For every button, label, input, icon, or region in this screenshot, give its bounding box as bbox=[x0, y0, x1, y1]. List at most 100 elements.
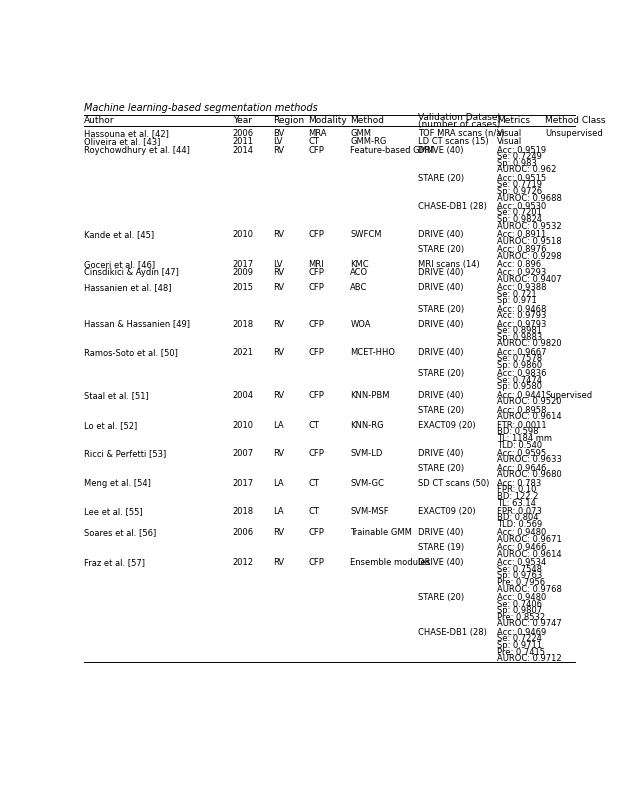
Text: DRIVE (40): DRIVE (40) bbox=[419, 391, 464, 400]
Text: 2006: 2006 bbox=[233, 528, 254, 537]
Text: Se: 0.7201: Se: 0.7201 bbox=[497, 208, 541, 218]
Text: TLD: 0.540: TLD: 0.540 bbox=[497, 440, 542, 449]
Text: Acc: 0.9388: Acc: 0.9388 bbox=[497, 283, 546, 292]
Text: Ramos-Soto et al. [50]: Ramos-Soto et al. [50] bbox=[84, 348, 178, 357]
Text: AUROC: 0.9407: AUROC: 0.9407 bbox=[497, 275, 561, 284]
Text: AUROC: 0.9633: AUROC: 0.9633 bbox=[497, 456, 561, 464]
Text: FPR: 0.073: FPR: 0.073 bbox=[497, 507, 541, 516]
Text: RV: RV bbox=[273, 320, 285, 329]
Text: Acc: 0.9515: Acc: 0.9515 bbox=[497, 174, 546, 183]
Text: CFP: CFP bbox=[308, 268, 324, 277]
Text: Trainable GMM: Trainable GMM bbox=[350, 528, 412, 537]
Text: RV: RV bbox=[273, 348, 285, 357]
Text: DRIVE (40): DRIVE (40) bbox=[419, 268, 464, 277]
Text: AUROC: 0.9712: AUROC: 0.9712 bbox=[497, 654, 561, 663]
Text: Visual: Visual bbox=[497, 137, 522, 146]
Text: Acc: 0.9793: Acc: 0.9793 bbox=[497, 320, 546, 329]
Text: RV: RV bbox=[273, 145, 285, 155]
Text: Acc: 0.9519: Acc: 0.9519 bbox=[497, 145, 546, 155]
Text: MRI: MRI bbox=[308, 260, 324, 269]
Text: Se: 0.7406: Se: 0.7406 bbox=[497, 599, 541, 609]
Text: Acc: 0.896: Acc: 0.896 bbox=[497, 260, 541, 269]
Text: AUROC: 0.9298: AUROC: 0.9298 bbox=[497, 251, 561, 261]
Text: GMM: GMM bbox=[350, 129, 371, 138]
Text: CT: CT bbox=[308, 479, 319, 488]
Text: RV: RV bbox=[273, 283, 285, 292]
Text: STARE (20): STARE (20) bbox=[419, 369, 465, 378]
Text: Lo et al. [52]: Lo et al. [52] bbox=[84, 421, 137, 429]
Text: 2018: 2018 bbox=[233, 320, 254, 329]
Text: AUROC: 0.962: AUROC: 0.962 bbox=[497, 165, 556, 175]
Text: 2017: 2017 bbox=[233, 479, 254, 488]
Text: Oliveira et al. [43]: Oliveira et al. [43] bbox=[84, 137, 161, 146]
Text: STARE (20): STARE (20) bbox=[419, 405, 465, 415]
Text: Acc: 0.9534: Acc: 0.9534 bbox=[497, 559, 546, 567]
Text: BD: 122.2: BD: 122.2 bbox=[497, 492, 538, 501]
Text: SVM-MSF: SVM-MSF bbox=[350, 507, 389, 516]
Text: AUROC: 0.9532: AUROC: 0.9532 bbox=[497, 222, 561, 231]
Text: CFP: CFP bbox=[308, 559, 324, 567]
Text: RV: RV bbox=[273, 391, 285, 400]
Text: CHASE-DB1 (28): CHASE-DB1 (28) bbox=[419, 202, 487, 211]
Text: CHASE-DB1 (28): CHASE-DB1 (28) bbox=[419, 628, 487, 637]
Text: AUROC: 0.9614: AUROC: 0.9614 bbox=[497, 413, 561, 421]
Text: Sp: 0.983: Sp: 0.983 bbox=[497, 159, 536, 168]
Text: Soares et al. [56]: Soares et al. [56] bbox=[84, 528, 156, 537]
Text: CFP: CFP bbox=[308, 320, 324, 329]
Text: Sp: 0.9883: Sp: 0.9883 bbox=[497, 333, 542, 342]
Text: Sp: 0.9807: Sp: 0.9807 bbox=[497, 606, 542, 615]
Text: SVM-LD: SVM-LD bbox=[350, 448, 383, 458]
Text: DRIVE (40): DRIVE (40) bbox=[419, 528, 464, 537]
Text: STARE (20): STARE (20) bbox=[419, 305, 465, 314]
Text: LA: LA bbox=[273, 421, 284, 429]
Text: Goceri et al. [46]: Goceri et al. [46] bbox=[84, 260, 155, 269]
Text: WOA: WOA bbox=[350, 320, 371, 329]
Text: BD: 0.598: BD: 0.598 bbox=[497, 427, 538, 437]
Text: Acc: 0.8958: Acc: 0.8958 bbox=[497, 405, 546, 415]
Text: 2006: 2006 bbox=[233, 129, 254, 138]
Text: Cinsdikici & Aydin [47]: Cinsdikici & Aydin [47] bbox=[84, 268, 179, 277]
Text: SVM-GC: SVM-GC bbox=[350, 479, 384, 488]
Text: Se: 0.7719: Se: 0.7719 bbox=[497, 180, 541, 189]
Text: Method: Method bbox=[350, 117, 384, 125]
Text: Pre: 0.8532: Pre: 0.8532 bbox=[497, 613, 545, 622]
Text: GMM-RG: GMM-RG bbox=[350, 137, 387, 146]
Text: Fraz et al. [57]: Fraz et al. [57] bbox=[84, 559, 145, 567]
Text: CT: CT bbox=[308, 137, 319, 146]
Text: LV: LV bbox=[273, 137, 283, 146]
Text: Se: 0.8981: Se: 0.8981 bbox=[497, 326, 541, 335]
Text: FTR: 0.0011: FTR: 0.0011 bbox=[497, 421, 547, 429]
Text: KMC: KMC bbox=[350, 260, 369, 269]
Text: AUROC: 0.9680: AUROC: 0.9680 bbox=[497, 470, 561, 480]
Text: Author: Author bbox=[84, 117, 115, 125]
Text: AUROC: 0.9518: AUROC: 0.9518 bbox=[497, 237, 561, 246]
Text: LA: LA bbox=[273, 507, 284, 516]
Text: Method Class: Method Class bbox=[545, 117, 605, 125]
Text: Acc: 0.9793: Acc: 0.9793 bbox=[497, 311, 546, 320]
Text: Acc: 0.9469: Acc: 0.9469 bbox=[497, 628, 546, 637]
Text: Se: 0.7474: Se: 0.7474 bbox=[497, 376, 541, 385]
Text: 2018: 2018 bbox=[233, 507, 254, 516]
Text: DRIVE (40): DRIVE (40) bbox=[419, 320, 464, 329]
Text: 2009: 2009 bbox=[233, 268, 254, 277]
Text: Machine learning-based segmentation methods: Machine learning-based segmentation meth… bbox=[84, 103, 317, 113]
Text: Visual: Visual bbox=[497, 129, 522, 138]
Text: Acc: 0.9530: Acc: 0.9530 bbox=[497, 202, 546, 211]
Text: Acc: 0.9595: Acc: 0.9595 bbox=[497, 448, 546, 458]
Text: Hassanien et al. [48]: Hassanien et al. [48] bbox=[84, 283, 172, 292]
Text: SD CT scans (50): SD CT scans (50) bbox=[419, 479, 490, 488]
Text: Lee et al. [55]: Lee et al. [55] bbox=[84, 507, 143, 516]
Text: RV: RV bbox=[273, 230, 285, 239]
Text: LV: LV bbox=[273, 260, 283, 269]
Text: Feature-based GMM: Feature-based GMM bbox=[350, 145, 435, 155]
Text: SWFCM: SWFCM bbox=[350, 230, 382, 239]
Text: 2010: 2010 bbox=[233, 230, 254, 239]
Text: 2015: 2015 bbox=[233, 283, 254, 292]
Text: Validation Dataset: Validation Dataset bbox=[419, 113, 501, 122]
Text: CFP: CFP bbox=[308, 283, 324, 292]
Text: Se: 0.7249: Se: 0.7249 bbox=[497, 152, 541, 161]
Text: Modality: Modality bbox=[308, 117, 347, 125]
Text: AUROC: 0.9520: AUROC: 0.9520 bbox=[497, 397, 561, 406]
Text: Acc: 0.9646: Acc: 0.9646 bbox=[497, 464, 546, 472]
Text: 2011: 2011 bbox=[233, 137, 254, 146]
